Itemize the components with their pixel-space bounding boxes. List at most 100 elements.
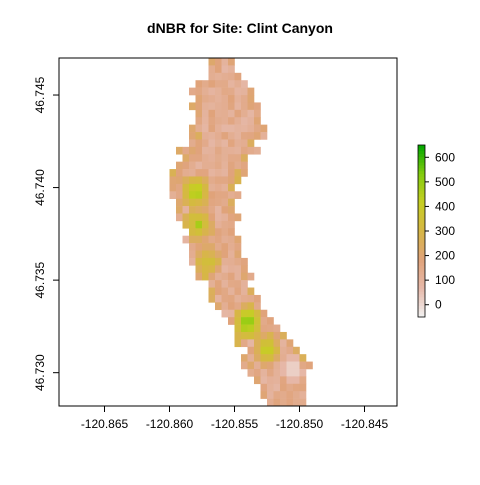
colorbar-segment xyxy=(418,185,425,188)
raster-cell xyxy=(202,110,209,118)
colorbar-segment xyxy=(418,159,425,162)
raster-cell xyxy=(209,228,216,236)
raster-cell xyxy=(209,176,216,184)
raster-cell xyxy=(222,243,229,251)
raster-cell xyxy=(235,154,242,162)
raster-cell xyxy=(274,369,281,377)
raster-cell xyxy=(235,176,242,184)
raster-cell xyxy=(267,347,274,355)
raster-cell xyxy=(183,147,190,155)
raster-cell xyxy=(222,102,229,110)
raster-cell xyxy=(235,88,242,96)
raster-cell xyxy=(228,88,235,96)
raster-cell xyxy=(287,391,294,399)
raster-cell xyxy=(235,117,242,125)
raster-cell xyxy=(228,228,235,236)
colorbar-segment xyxy=(418,202,425,205)
raster-cell xyxy=(241,332,248,340)
raster-cell xyxy=(209,95,216,103)
raster-cell xyxy=(235,317,242,325)
raster-cell xyxy=(222,228,229,236)
raster-cell xyxy=(248,317,255,325)
raster-cell xyxy=(222,251,229,259)
raster-cell xyxy=(189,258,196,266)
raster-cell xyxy=(176,176,183,184)
raster-cell xyxy=(241,265,248,273)
raster-cell xyxy=(202,251,209,259)
raster-cell xyxy=(183,199,190,207)
raster-cell xyxy=(254,125,261,133)
raster-cell xyxy=(196,80,203,88)
raster-cell xyxy=(261,362,268,370)
raster-cell xyxy=(202,154,209,162)
raster-cell xyxy=(306,362,313,370)
raster-cell xyxy=(235,102,242,110)
raster-cell xyxy=(222,169,229,177)
raster-cell xyxy=(267,391,274,399)
raster-cell xyxy=(248,325,255,333)
colorbar-segment xyxy=(418,242,425,245)
raster-cell xyxy=(267,332,274,340)
raster-cell xyxy=(274,384,281,392)
raster-cell xyxy=(248,273,255,281)
raster-cell xyxy=(189,251,196,259)
raster-cell xyxy=(196,273,203,281)
raster-cell xyxy=(235,139,242,147)
raster-cell xyxy=(241,88,248,96)
raster-cell xyxy=(196,125,203,133)
raster-cell xyxy=(209,102,216,110)
raster-cell xyxy=(261,391,268,399)
raster-cell xyxy=(254,132,261,140)
raster-cell xyxy=(189,221,196,229)
colorbar-segment xyxy=(418,154,425,157)
raster-cell xyxy=(202,228,209,236)
x-tick-label: -120.865 xyxy=(81,417,129,431)
y-tick-label: 46.730 xyxy=(33,354,47,391)
colorbar-segment xyxy=(418,303,425,306)
colorbar-segment xyxy=(418,191,425,194)
raster-cell xyxy=(209,139,216,147)
raster-cell xyxy=(196,139,203,147)
raster-cell xyxy=(228,310,235,318)
raster-cell xyxy=(228,102,235,110)
raster-cell xyxy=(228,139,235,147)
raster-cell xyxy=(196,206,203,214)
raster-cell xyxy=(254,117,261,125)
raster-cell xyxy=(228,162,235,170)
colorbar-segment xyxy=(418,231,425,234)
raster-cell xyxy=(300,384,307,392)
raster-layer xyxy=(170,58,313,406)
raster-cell xyxy=(241,302,248,310)
raster-cell xyxy=(228,273,235,281)
raster-cell xyxy=(228,125,235,133)
raster-cell xyxy=(170,191,177,199)
raster-cell xyxy=(215,258,222,266)
raster-cell xyxy=(209,273,216,281)
raster-cell xyxy=(293,376,300,384)
raster-cell xyxy=(228,73,235,81)
raster-cell xyxy=(222,65,229,73)
raster-cell xyxy=(196,258,203,266)
x-tick-label: -120.855 xyxy=(211,417,259,431)
raster-cell xyxy=(202,80,209,88)
raster-cell xyxy=(241,288,248,296)
raster-cell xyxy=(215,199,222,207)
raster-cell xyxy=(222,221,229,229)
raster-cell xyxy=(235,125,242,133)
raster-cell xyxy=(248,354,255,362)
raster-cell xyxy=(228,265,235,273)
raster-cell xyxy=(196,236,203,244)
raster-cell xyxy=(235,302,242,310)
y-axis: 46.730 46.735 46.740 46.745 xyxy=(33,76,59,391)
raster-cell xyxy=(280,347,287,355)
colorbar-segment xyxy=(418,188,425,191)
raster-cell xyxy=(222,139,229,147)
raster-cell xyxy=(215,80,222,88)
raster-cell xyxy=(215,280,222,288)
raster-cell xyxy=(176,169,183,177)
colorbar-segment xyxy=(418,165,425,168)
colorbar-segment xyxy=(418,177,425,180)
colorbar-segment xyxy=(418,237,425,240)
colorbar-segment xyxy=(418,245,425,248)
colorbar-segment xyxy=(418,197,425,200)
